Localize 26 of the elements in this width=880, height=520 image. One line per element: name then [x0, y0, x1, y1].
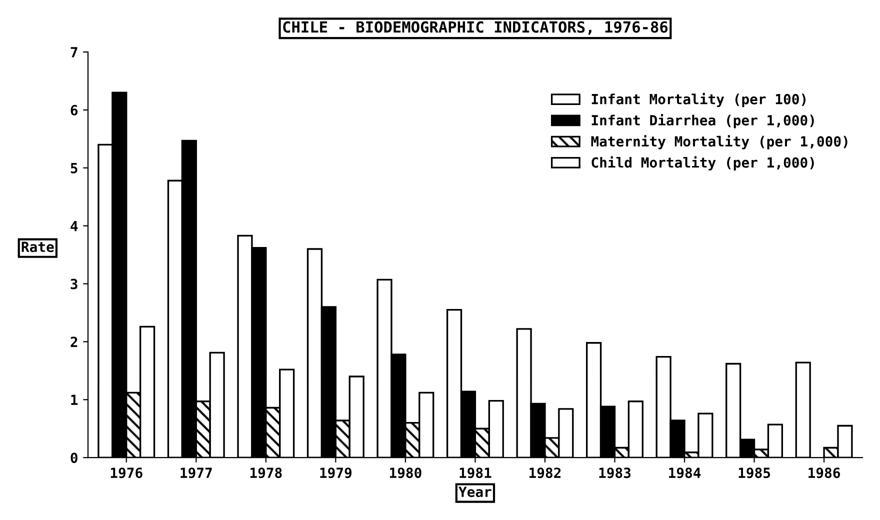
y-tick-label: 2	[70, 336, 78, 347]
y-axis-title: Rate	[22, 242, 54, 252]
x-axis-title: Year	[458, 486, 492, 498]
legend-label: Child Mortality (per 1,000)	[592, 156, 814, 170]
chart-title: CHILE - BIODEMOGRAPHIC INDICATORS, 1976-86	[283, 21, 668, 35]
y-tick-label: 3	[70, 278, 78, 290]
x-tick-label: 1980	[390, 468, 422, 478]
x-tick-label: 1984	[669, 468, 701, 478]
y-tick-label: 4	[70, 220, 78, 232]
x-tick-label: 1976	[110, 468, 142, 478]
y-tick-label: 7	[70, 47, 78, 58]
x-tick-label: 1979	[320, 468, 352, 478]
x-tick-label: 1983	[599, 468, 631, 478]
y-tick-label: 6	[70, 104, 78, 116]
y-tick-label: 0	[70, 452, 78, 464]
x-tick-label: 1978	[250, 468, 282, 478]
legend-label: Infant Mortality (per 100)	[592, 92, 806, 108]
y-tick-label: 5	[70, 163, 78, 174]
x-tick-label: 1986	[808, 468, 840, 478]
legend-label: Infant Diarrhea (per 1,000)	[592, 114, 814, 128]
x-tick-label: 1982	[530, 468, 561, 478]
y-tick-label: 1	[71, 394, 78, 405]
x-tick-label: 1981	[460, 468, 492, 478]
legend-label: Maternity Mortality (per 1,000)	[591, 135, 848, 150]
x-tick-label: 1985	[738, 468, 770, 478]
x-tick-label: 1977	[180, 468, 212, 478]
